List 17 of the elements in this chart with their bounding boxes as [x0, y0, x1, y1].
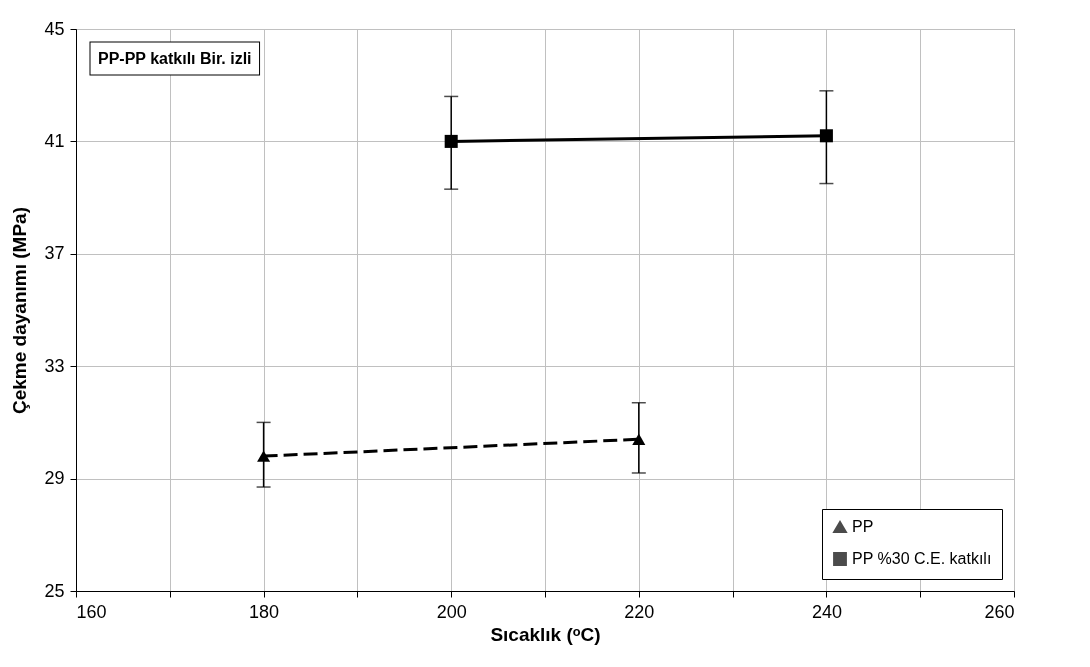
- x-tick-label: 260: [984, 601, 1015, 622]
- x-axis-title: Sıcaklık (ᵒC): [490, 623, 601, 645]
- y-tick-label: 45: [44, 18, 65, 39]
- legend-label: PP: [852, 518, 874, 535]
- legend-label: PP %30 C.E. katkılı: [852, 550, 992, 567]
- x-tick-label: 160: [76, 601, 107, 622]
- y-tick-label: 33: [44, 355, 65, 376]
- y-tick-label: 29: [44, 468, 65, 489]
- annotation: PP-PP katkılı Bir. izli: [98, 50, 252, 67]
- x-tick-label: 200: [436, 601, 467, 622]
- y-axis-title: Çekme dayanımı (MPa): [9, 207, 31, 414]
- y-tick-label: 41: [44, 130, 65, 151]
- y-tick-label: 25: [44, 580, 65, 601]
- x-tick-label: 240: [811, 601, 842, 622]
- x-tick-label: 180: [249, 601, 280, 622]
- y-tick-label: 37: [44, 243, 65, 264]
- x-tick-label: 220: [624, 601, 655, 622]
